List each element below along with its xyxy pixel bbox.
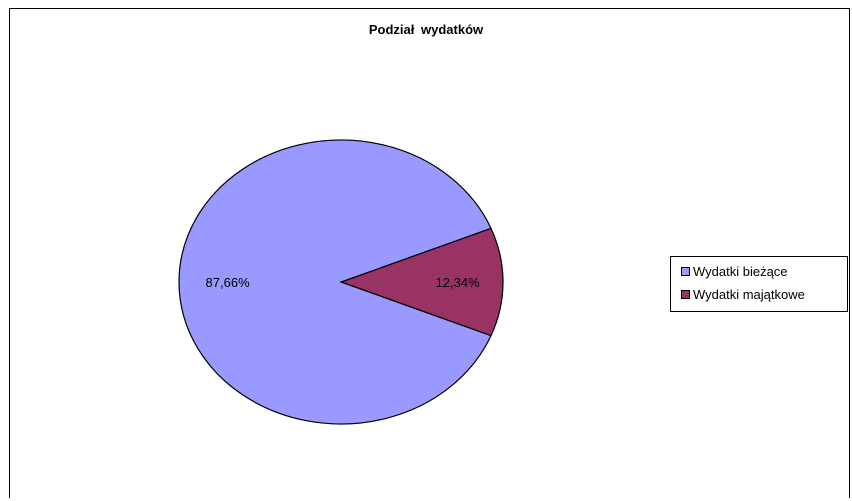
pie-slice-wydatki-biezace	[178, 139, 492, 425]
legend-swatch-wydatki-biezace	[681, 267, 690, 276]
legend-item-wydatki-majatkowe: Wydatki majątkowe	[681, 283, 847, 306]
slice-label-wydatki-biezace: 87,66%	[206, 275, 251, 290]
legend-label-wydatki-majatkowe: Wydatki majątkowe	[693, 287, 805, 302]
legend-label-wydatki-biezace: Wydatki bieżące	[693, 264, 788, 279]
chart-title: Podział wydatków	[368, 22, 484, 37]
legend: Wydatki bieżące Wydatki majątkowe	[670, 256, 848, 312]
pie-slice-wydatki-majatkowe	[339, 227, 504, 337]
legend-swatch-wydatki-majatkowe	[681, 290, 690, 299]
legend-item-wydatki-biezace: Wydatki bieżące	[681, 260, 847, 283]
slice-label-wydatki-majatkowe: 12,34%	[436, 275, 481, 290]
